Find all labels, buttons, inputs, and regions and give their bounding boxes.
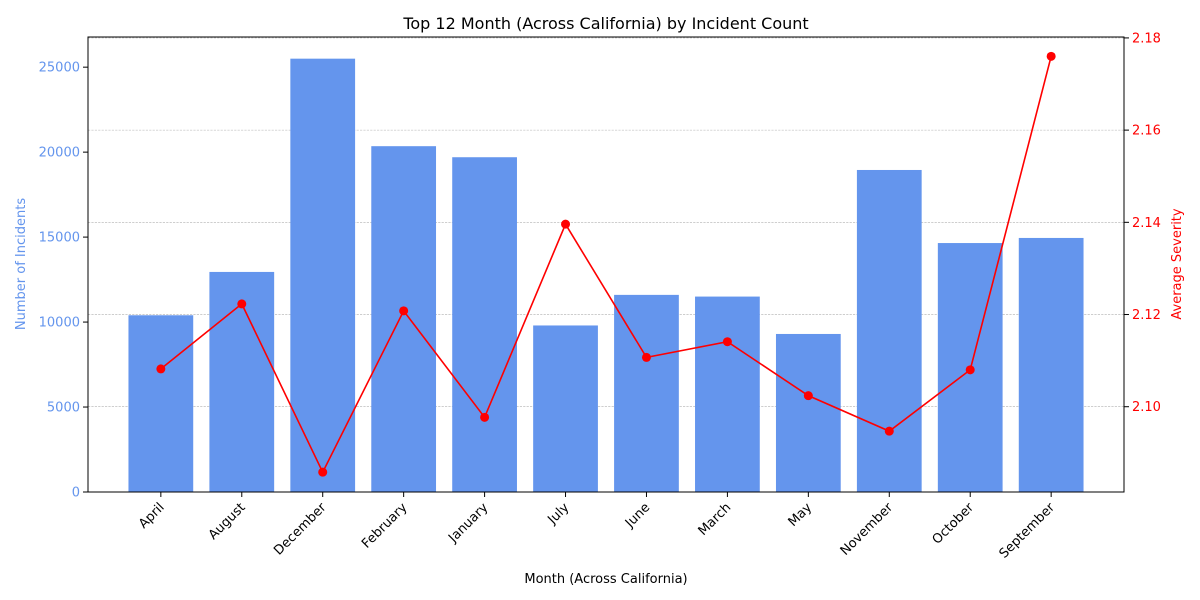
- x-tick-label: June: [622, 500, 653, 531]
- plot-frame: [87, 36, 1125, 493]
- bar-january: [452, 157, 517, 492]
- bar-november: [856, 169, 922, 492]
- bar-july: [533, 325, 598, 492]
- y-right-tick-label: 2.16: [1132, 124, 1161, 139]
- x-tick-label: February: [359, 500, 411, 552]
- x-tick-label: January: [445, 500, 491, 546]
- severity-point-february: [399, 306, 409, 316]
- severity-point-april: [156, 364, 166, 374]
- y-left-tick-label: 20000: [39, 146, 80, 161]
- severity-point-august: [237, 299, 247, 309]
- y-right-tick-label: 2.14: [1132, 216, 1161, 231]
- x-tick-label: August: [206, 500, 249, 543]
- chart-title: Top 12 Month (Across California) by Inci…: [402, 14, 808, 33]
- severity-point-october: [965, 365, 975, 375]
- severity-point-january: [480, 412, 490, 422]
- severity-line: [160, 56, 1052, 474]
- y-left-tick-label: 10000: [39, 316, 80, 331]
- x-tick-label: April: [136, 500, 168, 532]
- bar-series: [128, 58, 1084, 493]
- gridlines: [88, 37, 1124, 408]
- y-left-tick-label: 15000: [39, 231, 80, 246]
- bar-december: [290, 58, 356, 493]
- severity-point-november: [884, 426, 894, 436]
- severity-point-march: [722, 337, 732, 347]
- severity-point-may: [803, 391, 813, 401]
- y-left-tick-label: 5000: [47, 401, 80, 416]
- y-right-tick-label: 2.18: [1132, 31, 1161, 46]
- line-series: [156, 51, 1056, 477]
- y-left-tick-label: 25000: [39, 61, 80, 76]
- y-right-tick-label: 2.10: [1132, 400, 1161, 415]
- bar-june: [614, 294, 679, 492]
- bar-august: [209, 271, 275, 492]
- x-tick-label: July: [545, 500, 573, 528]
- y-right-tick-label: 2.12: [1132, 308, 1161, 323]
- y-left-tick-label: 0: [72, 486, 80, 501]
- x-tick-label: March: [696, 500, 735, 539]
- severity-point-july: [561, 219, 571, 229]
- bar-march: [695, 296, 760, 492]
- y-left-axis-label: Number of Incidents: [14, 198, 29, 330]
- bar-may: [775, 333, 841, 492]
- bar-april: [128, 315, 194, 492]
- x-tick-label: November: [838, 500, 897, 559]
- bar-september: [1018, 237, 1084, 492]
- x-axis-label: Month (Across California): [524, 572, 687, 587]
- severity-point-september: [1046, 51, 1056, 61]
- x-tick-label: December: [271, 500, 330, 559]
- bar-february: [371, 146, 437, 492]
- severity-point-december: [318, 467, 328, 477]
- x-tick-label: September: [997, 500, 1059, 562]
- x-tick-label: May: [786, 500, 816, 530]
- y-right-axis-label: Average Severity: [1170, 208, 1185, 320]
- severity-point-june: [641, 352, 651, 362]
- x-tick-label: October: [930, 500, 978, 548]
